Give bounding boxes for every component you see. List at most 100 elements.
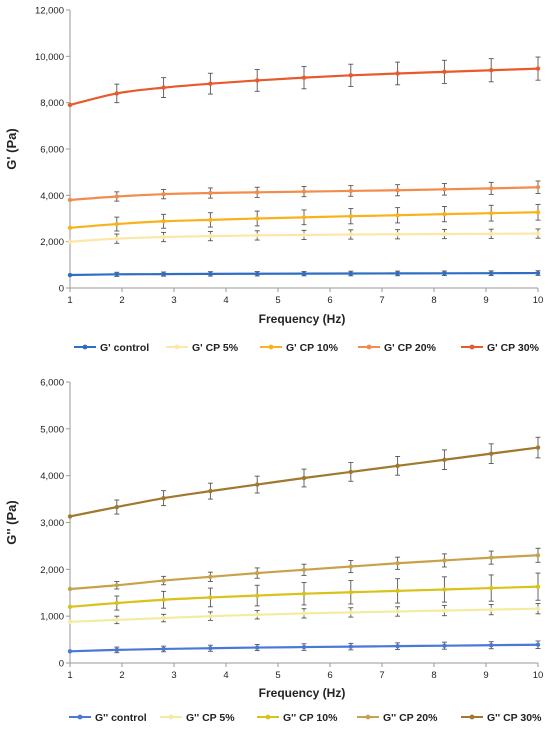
series-1 <box>67 640 541 654</box>
data-point <box>114 647 120 653</box>
data-point <box>442 643 447 648</box>
data-point <box>535 553 541 558</box>
data-point <box>395 232 400 237</box>
data-point <box>114 583 120 588</box>
legend-marker <box>82 344 88 350</box>
legend: G' control G' CP 5% G' CP 10% G' CP 20% G' C… <box>74 342 540 354</box>
data-point <box>442 271 447 276</box>
legend-marker <box>265 714 271 720</box>
data-point <box>301 189 307 194</box>
data-point <box>208 190 213 196</box>
data-point <box>301 75 307 80</box>
x-tick-label: 6 <box>327 295 332 306</box>
data-point <box>208 81 213 86</box>
data-point <box>114 272 120 277</box>
data-point <box>67 197 73 203</box>
data-point <box>395 609 400 614</box>
series-1 <box>67 270 541 278</box>
legend-label: G'' CP 5% <box>186 712 235 724</box>
y-axis-label: G'' (Pa) <box>4 500 19 544</box>
data-point <box>114 236 120 241</box>
data-point <box>442 187 447 192</box>
legend-marker <box>469 344 475 350</box>
x-tick-label: 2 <box>119 670 124 681</box>
data-point <box>301 475 307 481</box>
y-tick-label: 5,000 <box>40 424 64 435</box>
data-point <box>395 188 400 193</box>
data-point <box>208 646 213 651</box>
series-2 <box>67 228 541 244</box>
x-tick-label: 4 <box>223 295 228 306</box>
data-point <box>301 567 307 573</box>
data-point <box>395 213 400 218</box>
data-point <box>395 71 400 76</box>
x-tick-label: 8 <box>431 670 436 681</box>
x-axis-label: Frequency (Hz) <box>259 312 346 326</box>
data-point <box>535 185 541 190</box>
data-point <box>67 239 73 244</box>
data-point <box>114 600 120 606</box>
chart-2: 0 1,000 2,000 3,000 4,000 5,000 6,000 1 2 3 4 5 6 7 8 9… <box>4 378 543 725</box>
data-point <box>114 221 120 227</box>
y-tick-label: 0 <box>59 284 64 295</box>
y-tick-label: 6,000 <box>40 145 64 156</box>
series-3 <box>67 203 541 232</box>
y-tick-label: 1,000 <box>40 612 64 623</box>
data-point <box>255 78 260 83</box>
x-tick-label: 8 <box>431 295 436 306</box>
data-point <box>535 584 541 589</box>
y-tick-label: 8,000 <box>40 98 64 109</box>
data-point <box>301 591 307 596</box>
data-point <box>489 607 494 612</box>
y-axis-label: G' (Pa) <box>4 128 19 169</box>
data-point <box>161 597 166 602</box>
data-point <box>161 615 166 621</box>
series-5 <box>67 436 541 519</box>
legend-marker <box>174 344 180 350</box>
data-point <box>395 588 400 594</box>
x-tick-label: 10 <box>533 295 544 306</box>
x-axis-label: Frequency (Hz) <box>259 686 346 700</box>
x-tick-label: 10 <box>533 670 544 681</box>
data-point <box>255 271 260 276</box>
data-point <box>348 469 353 475</box>
x-tick-label: 1 <box>67 670 72 681</box>
series-3 <box>67 572 541 611</box>
data-point <box>67 604 73 609</box>
legend-label: G' CP 20% <box>384 342 437 354</box>
data-point <box>161 219 166 224</box>
data-point <box>348 610 353 615</box>
data-point <box>348 188 353 194</box>
data-point <box>395 561 400 566</box>
legend-marker <box>77 714 83 720</box>
data-point <box>67 649 73 654</box>
data-point <box>489 231 494 236</box>
x-tick-label: 7 <box>379 295 384 306</box>
y-tick-label: 3,000 <box>40 518 64 529</box>
data-point <box>395 643 400 649</box>
series-4 <box>67 547 541 592</box>
data-point <box>348 213 353 219</box>
data-point <box>489 643 494 648</box>
data-point <box>489 451 494 456</box>
data-point <box>442 558 447 563</box>
data-point <box>489 68 494 73</box>
data-point <box>348 564 353 569</box>
data-point <box>255 216 260 221</box>
data-point <box>442 69 447 75</box>
data-point <box>255 233 260 238</box>
data-point <box>114 617 120 623</box>
data-point <box>161 85 166 90</box>
data-point <box>535 270 541 276</box>
legend-label: G' CP 5% <box>192 342 239 354</box>
data-point <box>255 593 260 598</box>
data-point <box>208 233 213 239</box>
y-tick-label: 4,000 <box>40 471 64 482</box>
data-point <box>301 215 307 220</box>
data-point <box>301 232 307 238</box>
data-point <box>489 585 494 591</box>
data-point <box>208 574 213 580</box>
legend-label: G'' control <box>95 712 147 724</box>
data-point <box>255 570 260 576</box>
